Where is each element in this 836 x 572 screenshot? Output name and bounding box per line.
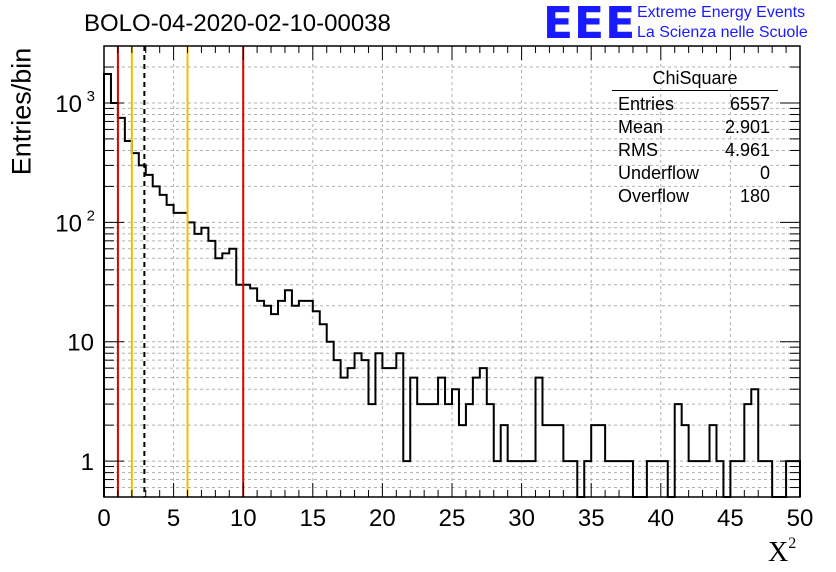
stats-label: RMS	[618, 140, 658, 160]
x-tick-label: 20	[369, 505, 396, 532]
x-axis-label-base: X	[768, 537, 789, 568]
x-axis-label: X2	[768, 535, 797, 569]
y-tick-label-exponent: 3	[87, 88, 95, 105]
stats-row: Underflow 0	[612, 162, 778, 185]
stats-row: Entries 6557	[612, 93, 778, 116]
x-tick-label: 45	[717, 505, 744, 532]
stats-value: 6557	[729, 94, 770, 114]
stats-value: 4.961	[724, 140, 770, 160]
stats-row: Overflow 180	[612, 185, 778, 208]
y-tick-label: 1	[81, 449, 94, 476]
histogram-steps	[103, 72, 801, 498]
x-tick-label: 50	[787, 505, 814, 532]
x-tick-label: 0	[97, 505, 110, 532]
axis-ticks	[103, 45, 801, 498]
x-tick-label: 35	[578, 505, 605, 532]
stats-label: Underflow	[618, 163, 700, 183]
x-axis-label-superscript: 2	[788, 535, 797, 552]
y-tick-label: 10	[55, 210, 82, 237]
stats-row: Mean 2.901	[612, 116, 778, 139]
y-tick-label-exponent: 2	[87, 207, 95, 224]
stats-row: RMS 4.961	[612, 139, 778, 162]
x-tick-label: 25	[439, 505, 466, 532]
logo-line-1: Extreme Energy Events	[637, 4, 806, 21]
stats-value: 0	[759, 163, 770, 183]
stats-label: Entries	[618, 94, 675, 114]
histogram	[103, 72, 801, 498]
x-tick-label: 15	[299, 505, 326, 532]
stats-title: ChiSquare	[612, 68, 778, 91]
stats-box: ChiSquare Entries 6557 Mean 2.901 RMS 4.961…	[612, 68, 778, 208]
stats-label: Mean	[618, 117, 664, 137]
y-tick-labels: 1 10 10 2 10 3	[55, 88, 95, 476]
y-tick-label: 10	[55, 91, 82, 118]
y-axis-label: Entries/bin	[6, 47, 37, 176]
x-tick-label: 30	[508, 505, 535, 532]
logo-line-2: La Scienza nelle Scuole	[637, 24, 808, 41]
stats-label: Overflow	[618, 186, 690, 206]
chart-title: BOLO-04-2020-02-10-00038	[84, 10, 391, 37]
stats-value: 2.901	[724, 117, 770, 137]
eee-logo: EEE	[543, 0, 637, 49]
x-tick-label: 10	[230, 505, 257, 532]
stats-value: 180	[739, 186, 770, 206]
x-tick-label: 40	[647, 505, 674, 532]
x-tick-labels: 0 5 10 15 20 25 30 35 40 45 50	[97, 505, 813, 532]
y-tick-label: 10	[67, 330, 94, 357]
x-tick-label: 5	[167, 505, 180, 532]
reference-lines	[116, 46, 245, 497]
